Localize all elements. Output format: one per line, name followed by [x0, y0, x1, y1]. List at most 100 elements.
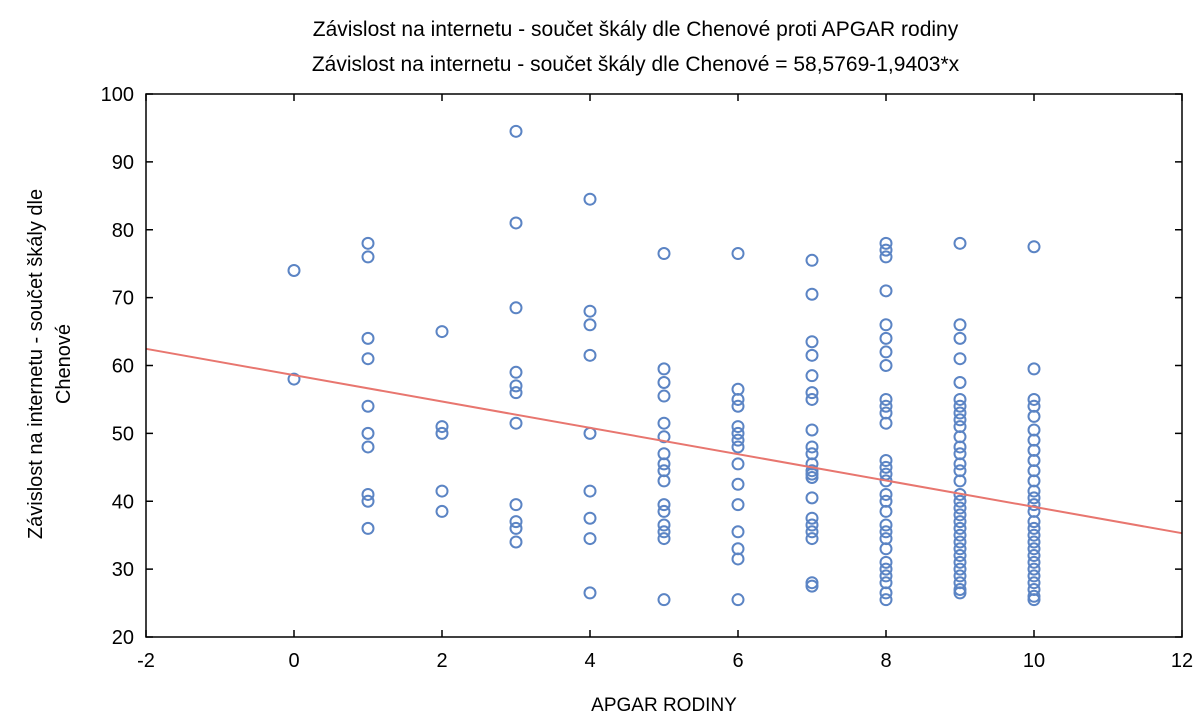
data-point [509, 498, 523, 512]
data-point [805, 532, 819, 546]
data-point [953, 535, 967, 549]
data-point [879, 555, 893, 569]
data-point [879, 569, 893, 583]
data-point [287, 372, 301, 386]
data-point [731, 420, 745, 434]
data-point [1027, 535, 1041, 549]
x-tick-label: 4 [584, 650, 595, 672]
data-point [1027, 542, 1041, 556]
data-point [879, 243, 893, 257]
data-point [805, 348, 819, 362]
data-point [361, 521, 375, 535]
data-point [879, 359, 893, 372]
x-tick-label: 6 [732, 650, 743, 672]
data-point [879, 416, 893, 430]
data-point [583, 192, 597, 206]
data-point [361, 440, 375, 454]
data-point [805, 386, 819, 400]
data-point [879, 345, 893, 359]
y-tick-label: 30 [112, 559, 134, 581]
data-point [361, 331, 375, 345]
y-tick-label: 40 [112, 491, 134, 513]
data-point [287, 263, 301, 277]
data-point [953, 508, 967, 522]
data-point [731, 399, 745, 413]
data-point [657, 247, 671, 261]
data-point [361, 236, 375, 250]
data-point [879, 593, 893, 607]
data-point [1027, 549, 1041, 563]
data-point [509, 124, 523, 138]
data-point [657, 532, 671, 546]
data-point [657, 362, 671, 376]
data-point [805, 253, 819, 267]
data-point [805, 369, 819, 383]
data-point [953, 318, 967, 332]
data-point [509, 379, 523, 393]
data-point [1027, 576, 1041, 590]
y-tick-label: 90 [112, 152, 134, 174]
data-point [509, 216, 523, 230]
data-point [953, 515, 967, 529]
data-point [953, 555, 967, 569]
data-point [879, 518, 893, 532]
y-tick-label: 60 [112, 356, 134, 378]
data-point [583, 318, 597, 332]
data-point [1027, 498, 1041, 512]
data-point [731, 477, 745, 491]
data-point [953, 413, 967, 427]
data-point [1027, 392, 1041, 406]
y-tick-label: 50 [112, 423, 134, 445]
x-tick-label: 0 [288, 650, 299, 672]
data-point [805, 491, 819, 505]
data-point [879, 392, 893, 406]
data-point [879, 331, 893, 345]
data-point [657, 525, 671, 539]
data-point [879, 250, 893, 264]
data-point [953, 457, 967, 471]
data-point [953, 528, 967, 542]
data-point [805, 518, 819, 532]
data-point [657, 389, 671, 403]
data-point [435, 420, 449, 434]
data-point [509, 301, 523, 315]
data-point [1027, 593, 1041, 607]
data-point [731, 433, 745, 447]
data-point [1027, 528, 1041, 542]
data-point [879, 542, 893, 556]
chart-subtitle: Závislost na internetu - součet škály dl… [311, 53, 960, 76]
x-tick-label: 8 [880, 650, 891, 672]
data-point [509, 365, 523, 379]
data-point [583, 586, 597, 600]
data-point [1027, 484, 1041, 498]
data-point [583, 532, 597, 546]
y-tick-label: 20 [112, 627, 134, 649]
x-tick-label: 10 [1023, 650, 1045, 672]
x-tick-label: 2 [436, 650, 447, 672]
y-axis-label: Závislost na internetu - součet škály dl… [0, 0, 75, 539]
data-point [953, 440, 967, 454]
data-point [879, 460, 893, 474]
data-point [953, 586, 967, 600]
data-point [509, 535, 523, 549]
data-point [361, 426, 375, 440]
data-point [953, 352, 967, 366]
data-point [731, 498, 745, 512]
data-point [657, 518, 671, 532]
data-point [953, 399, 967, 413]
data-point [805, 525, 819, 539]
data-point [509, 521, 523, 535]
data-point [1027, 562, 1041, 576]
data-point [879, 562, 893, 576]
data-point [361, 494, 375, 508]
data-point [805, 440, 819, 454]
data-point [953, 521, 967, 535]
data-point [731, 525, 745, 539]
data-point [879, 487, 893, 501]
data-point [953, 501, 967, 515]
regression-line [145, 347, 1183, 535]
data-point [805, 392, 819, 406]
data-point [1027, 240, 1041, 254]
data-point [879, 504, 893, 518]
